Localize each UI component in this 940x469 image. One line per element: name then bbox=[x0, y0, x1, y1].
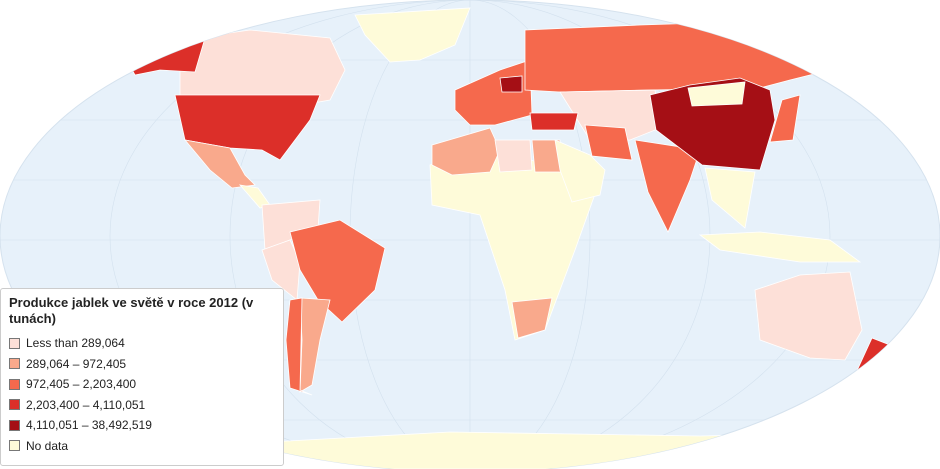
legend-swatch bbox=[9, 399, 20, 411]
country-region bbox=[559, 89, 661, 141]
country-region bbox=[119, 31, 206, 76]
country-region bbox=[704, 167, 756, 229]
legend-item: 2,203,400 – 4,110,051 bbox=[9, 395, 275, 416]
country-region bbox=[285, 297, 313, 396]
legend-swatch bbox=[9, 337, 20, 349]
country-region bbox=[769, 94, 801, 143]
legend-items: Less than 289,064 289,064 – 972,405 972,40… bbox=[9, 333, 275, 456]
legend-label: Less than 289,064 bbox=[26, 336, 125, 351]
country-region bbox=[289, 219, 386, 323]
legend-label: 972,405 – 2,203,400 bbox=[26, 377, 137, 392]
country-region bbox=[431, 127, 501, 176]
legend-title: Produkce jablek ve světě v roce 2012 (v … bbox=[9, 295, 254, 326]
country-region bbox=[687, 81, 746, 107]
legend-label: 289,064 – 972,405 bbox=[26, 356, 127, 371]
country-region bbox=[529, 112, 579, 131]
country-region bbox=[698, 231, 862, 263]
country-region bbox=[183, 139, 256, 189]
country-region bbox=[649, 77, 776, 171]
legend-swatch bbox=[9, 419, 20, 431]
legend-label: 2,203,400 – 4,110,051 bbox=[26, 397, 146, 412]
country-region bbox=[554, 139, 606, 203]
legend-item: 289,064 – 972,405 bbox=[9, 354, 275, 375]
legend-item: 972,405 – 2,203,400 bbox=[9, 374, 275, 395]
legend-label: 4,110,051 – 38,492,519 bbox=[26, 418, 152, 433]
legend-item: Less than 289,064 bbox=[9, 333, 275, 354]
country-region bbox=[354, 7, 471, 63]
legend-swatch bbox=[9, 440, 20, 452]
legend-label: No data bbox=[26, 438, 69, 453]
country-region bbox=[754, 271, 863, 361]
country-region bbox=[524, 19, 831, 93]
country-region bbox=[299, 297, 331, 393]
legend-item: No data bbox=[9, 436, 275, 457]
legend-swatch bbox=[9, 358, 20, 370]
country-region bbox=[499, 75, 523, 93]
country-region bbox=[261, 239, 301, 301]
country-region bbox=[454, 59, 533, 126]
country-region bbox=[511, 297, 553, 339]
legend: Produkce jablek ve světě v roce 2012 (v … bbox=[0, 288, 284, 466]
country-region bbox=[494, 139, 533, 173]
legend-swatch bbox=[9, 378, 20, 390]
legend-item: 4,110,051 – 38,492,519 bbox=[9, 415, 275, 436]
country-region bbox=[584, 124, 633, 161]
